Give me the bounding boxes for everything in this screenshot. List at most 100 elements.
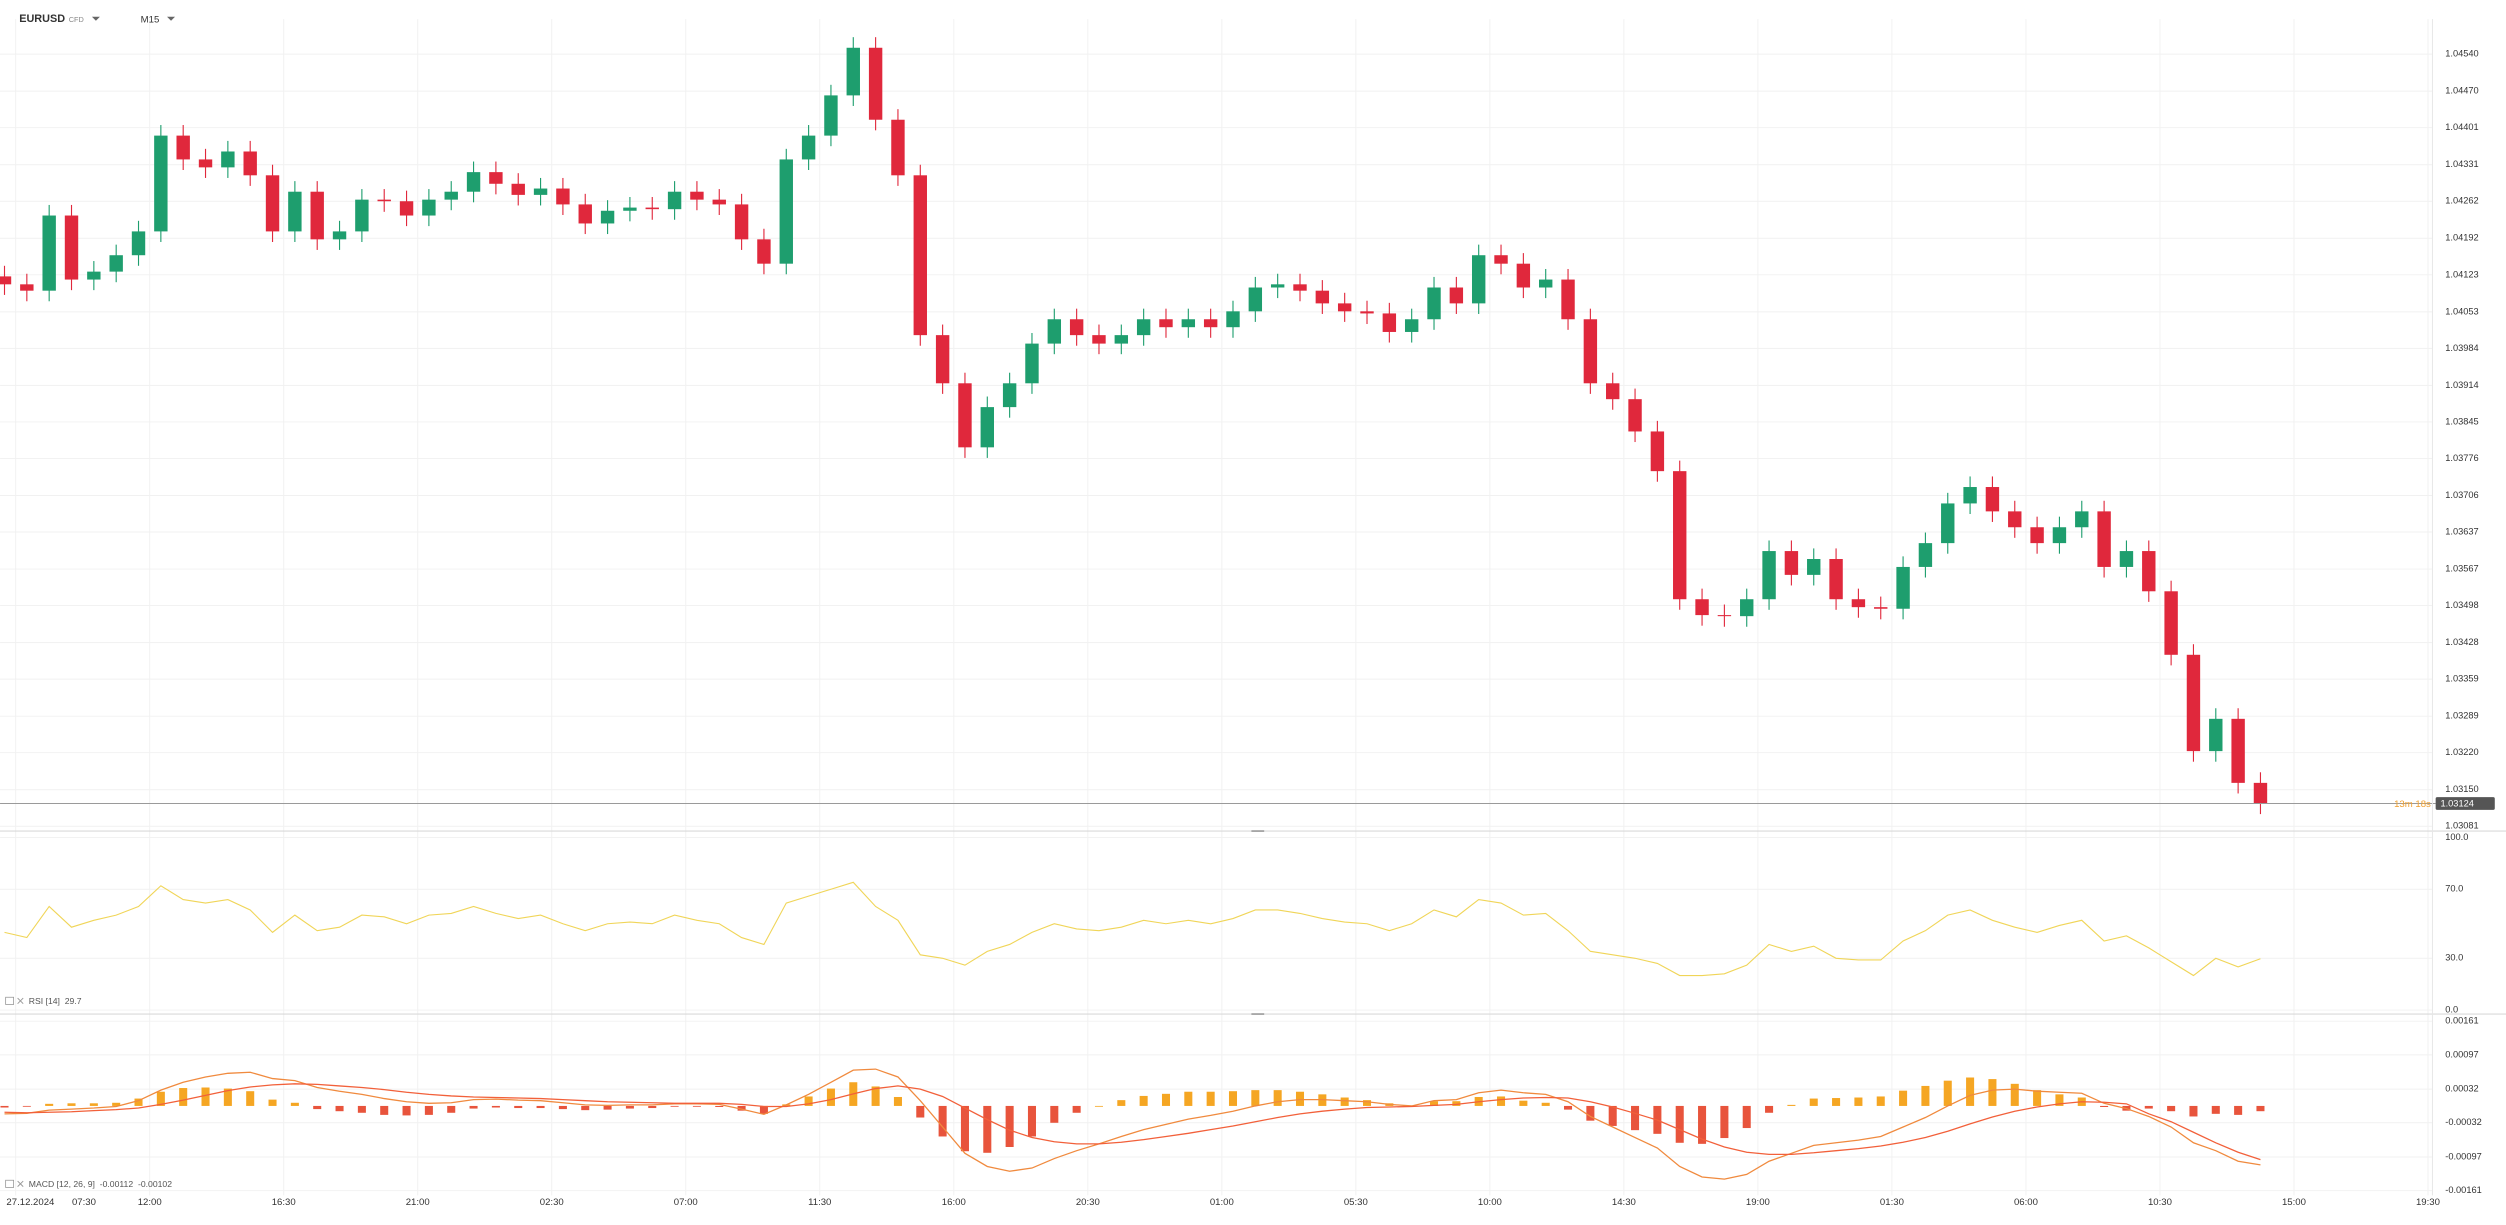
candle-body [444,191,458,200]
macd-histogram-bar [2055,1094,2064,1106]
candle-body [1382,313,1397,332]
macd-histogram-bar [558,1105,567,1110]
candle-body [2052,527,2067,544]
macd-legend-text: MACD [12, 26, 9] -0.00112 -0.00102 [29,1179,172,1189]
macd-histogram-bar [1340,1097,1349,1106]
last-price-box [2435,797,2495,810]
macd-histogram-bar [826,1088,835,1106]
macd-line [4,1068,2261,1180]
macd-histogram-bar [89,1103,98,1106]
macd-histogram-bar [871,1086,880,1106]
signal-line [4,1083,2261,1161]
macd-histogram-bar [1742,1105,1751,1129]
candle-body [2142,551,2156,592]
candle-body [1047,319,1062,344]
candle-body [1293,284,1307,291]
candle-body [2119,551,2134,567]
rsi-label: RSI [14] [29,996,60,1006]
macd-histogram-bar [402,1105,411,1116]
macd-histogram-bar [335,1105,344,1112]
y-tick-label: 1.03220 [2445,747,2478,757]
y-tick-label: 70.0 [2445,884,2463,894]
macd-histogram-bar [759,1105,768,1114]
candle-body [1896,566,1910,609]
macd-last-value: -0.00112 [100,1179,134,1189]
close-icon[interactable] [17,1180,24,1187]
y-tick-label: 1.03845 [2445,416,2478,426]
y-tick-label: 0.00161 [2445,1016,2478,1026]
y-tick-label: 1.03984 [2445,343,2478,353]
macd-histogram-bar [491,1105,500,1108]
candle-body [511,183,525,195]
candle-body [824,95,838,136]
candle-body [980,407,994,448]
candle-body [1427,287,1441,320]
candle-body [868,47,883,120]
candle-body [1717,615,1732,617]
candle-body [176,135,190,160]
close-icon[interactable] [17,997,24,1004]
candle-body [846,47,860,96]
timeframe-dropdown[interactable] [167,16,176,21]
candle-body [1270,284,1285,288]
candle-body [958,383,972,448]
settings-icon[interactable] [5,1179,15,1188]
macd-histogram-bar [960,1105,969,1152]
macd-histogram-bar [1720,1105,1729,1139]
candle-body [600,210,615,224]
candle-body [1874,607,1888,609]
candle-body [2231,718,2245,783]
macd-histogram-bar [1675,1105,1684,1143]
macd-histogram-bar [1631,1105,1640,1131]
candle-body [757,239,771,264]
candle-body [1494,255,1508,264]
signal-last-value: -0.00102 [138,1179,172,1189]
y-tick-label: -0.00032 [2445,1117,2482,1127]
candle-body [1762,551,1776,600]
instrument-type: CFD [69,15,84,24]
macd-histogram-bar [1094,1105,1103,1107]
macd-histogram-bar [737,1105,746,1111]
macd-histogram-bar [2033,1090,2042,1106]
y-tick-label: 1.04192 [2445,233,2478,243]
macd-histogram-bar [1005,1105,1014,1147]
candle-body [533,188,548,195]
macd-histogram-bar [134,1098,143,1106]
candle-body [1360,311,1374,314]
x-tick-label: 01:30 [1880,1197,1904,1208]
x-tick-label: 10:30 [2148,1197,2172,1208]
grid-layer [0,19,2433,1196]
macd-histogram-bar [1698,1105,1707,1144]
macd-histogram-bar [1921,1085,1930,1106]
macd-histogram-bar [2234,1105,2243,1115]
candle-body [1695,599,1709,616]
y-tick-label: 1.03914 [2445,380,2478,390]
symbol[interactable]: EURUSD [19,13,65,25]
settings-icon[interactable] [5,996,15,1005]
candle-body [1002,383,1017,408]
y-tick-label: -0.00161 [2445,1185,2482,1195]
y-tick-label: 100.0 [2445,832,2468,842]
timeframe[interactable]: M15 [141,14,160,25]
rsi-legend: RSI [14] 29.7 [5,996,82,1006]
candle-body [556,188,570,205]
candle-body [131,231,146,256]
macd-histogram-bar [1161,1093,1171,1106]
y-tick-label: 1.04262 [2445,196,2478,206]
x-tick-label: 19:00 [1746,1197,1770,1208]
macd-histogram-bar [2256,1105,2265,1112]
candle-body [623,207,637,211]
symbol-dropdown[interactable] [91,16,100,21]
x-tick-label: 19:30 [2416,1197,2440,1208]
candle-body [1516,263,1531,288]
candle-body [243,151,257,176]
y-tick-label: 1.03776 [2445,453,2478,463]
y-tick-label: 1.03289 [2445,711,2478,721]
macd-histogram-bar [246,1091,255,1106]
macd-histogram-bar [1139,1095,1148,1106]
y-tick-label: 1.03498 [2445,600,2478,610]
macd-histogram-bar [1497,1096,1506,1106]
macd-histogram-bar [1206,1091,1215,1106]
macd-histogram-bar [201,1087,210,1106]
